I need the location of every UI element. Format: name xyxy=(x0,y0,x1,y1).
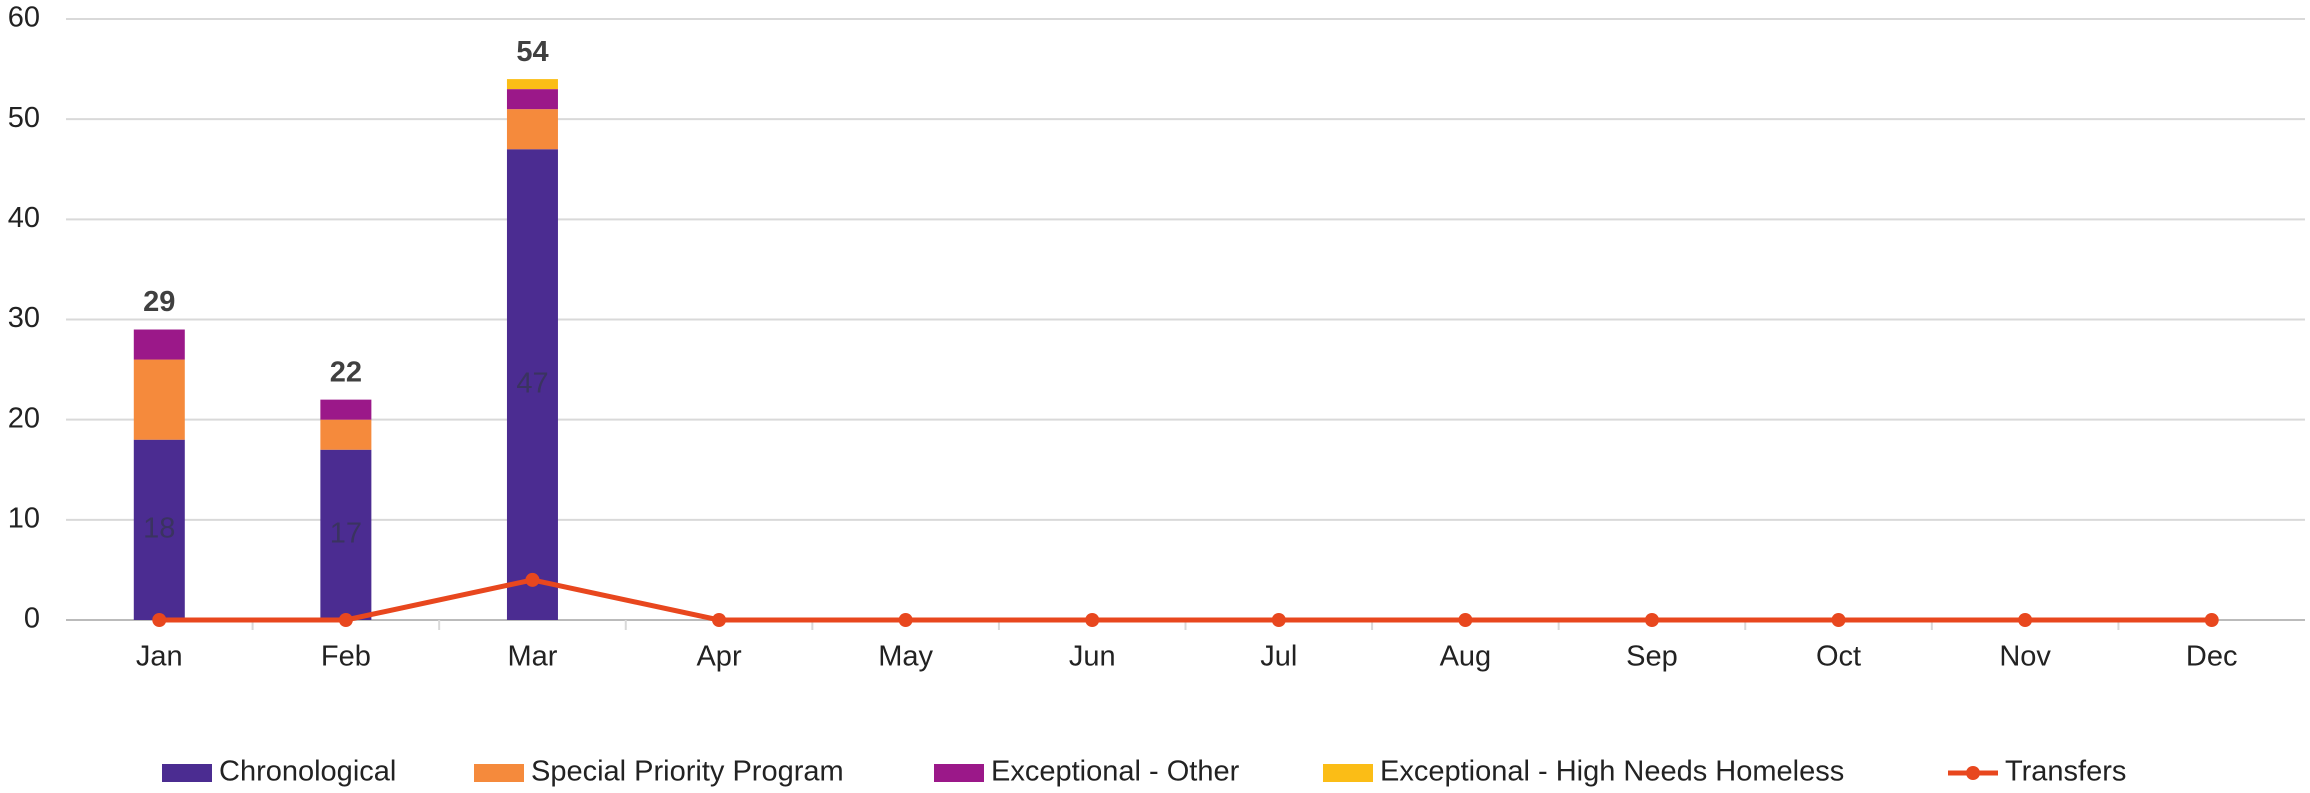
bar-segment xyxy=(320,419,372,450)
line-point xyxy=(1644,613,1659,627)
bar-segment xyxy=(133,359,185,440)
legend-label: Special Priority Program xyxy=(531,756,844,788)
line-point xyxy=(525,572,540,587)
x-tick-label: Apr xyxy=(696,641,741,673)
x-tick-label: Aug xyxy=(1440,641,1492,673)
line-point xyxy=(1458,613,1473,627)
bar-segment xyxy=(320,449,372,620)
x-tick-label: May xyxy=(878,641,933,673)
bar-segment xyxy=(133,329,185,360)
total-label: 29 xyxy=(143,286,175,318)
legend-label: Exceptional - Other xyxy=(991,756,1240,788)
data-label: 17 xyxy=(330,518,362,550)
bar-segment xyxy=(506,149,558,620)
line-point xyxy=(1831,613,1846,627)
line-point xyxy=(898,613,913,627)
legend-label: Exceptional - High Needs Homeless xyxy=(1380,756,1844,788)
legend-swatch xyxy=(1323,764,1373,782)
legend-label: Chronological xyxy=(219,756,396,788)
legend-swatch xyxy=(934,764,984,782)
line-point xyxy=(1271,613,1286,627)
y-tick-label: 20 xyxy=(8,402,40,434)
y-tick-label: 0 xyxy=(24,603,40,635)
legend-swatch xyxy=(162,764,212,782)
y-tick-label: 40 xyxy=(8,202,40,234)
x-tick-label: Nov xyxy=(1999,641,2051,673)
legend-swatch xyxy=(474,764,524,782)
x-tick-label: Jan xyxy=(136,641,183,673)
x-tick-label: Jun xyxy=(1069,641,1116,673)
line-point xyxy=(1085,613,1100,627)
y-tick-label: 50 xyxy=(8,102,40,134)
y-tick-label: 10 xyxy=(8,502,40,534)
bar-segment xyxy=(506,109,558,150)
line-point xyxy=(2018,613,2033,627)
x-tick-label: Mar xyxy=(507,641,557,673)
legend-label: Transfers xyxy=(2005,756,2126,788)
y-tick-label: 60 xyxy=(8,2,40,34)
x-tick-label: Jul xyxy=(1260,641,1297,673)
bar-segment xyxy=(506,79,558,90)
y-tick-label: 30 xyxy=(8,302,40,334)
line xyxy=(159,577,2212,623)
line-point xyxy=(338,613,353,627)
total-label: 54 xyxy=(516,36,548,68)
line-point xyxy=(712,613,727,627)
line-point xyxy=(152,613,167,627)
legend-swatch xyxy=(1966,766,1980,780)
total-label: 22 xyxy=(330,356,362,388)
x-tick-label: Oct xyxy=(1816,641,1861,673)
data-label: 47 xyxy=(516,367,548,399)
line-point xyxy=(2204,613,2219,627)
data-label: 18 xyxy=(143,513,175,545)
bar-segment xyxy=(133,439,185,620)
x-tick-label: Dec xyxy=(2186,641,2238,673)
x-tick-label: Feb xyxy=(321,641,371,673)
x-tick-label: Sep xyxy=(1626,641,1678,673)
bar-segment xyxy=(506,89,558,110)
bar-segment xyxy=(320,399,372,420)
